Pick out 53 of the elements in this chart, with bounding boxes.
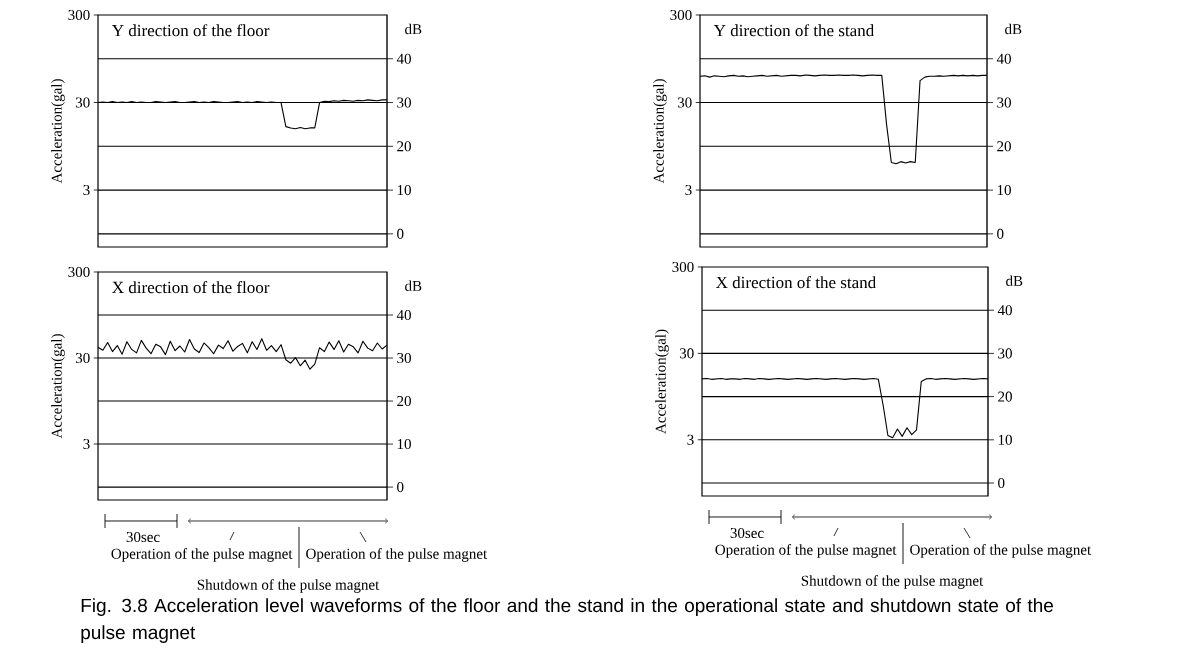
text: Operation of the pulse magnet [715,544,897,558]
y2-tick-label: 40 [396,309,411,321]
text: 30sec [730,527,764,539]
text: 30sec [126,531,160,543]
y2-tick-label: 30 [997,97,1011,108]
y-tick-label: 3 [685,184,692,196]
y2-tick-label: 0 [397,482,404,493]
y-tick-label: 30 [75,352,90,364]
y-axis-title: Acceleration(gal) [51,334,65,439]
y2-axis-title: dB [405,23,422,35]
caption: Fig. 3.8 Acceleration level waveforms of the floor and the stand in the operational state and shutdown state of the pulse magnet [81,598,1053,643]
y2-axis-title: dB [1006,275,1023,286]
text: Shutdown of the pulse magnet [197,579,380,593]
y2-tick-label: 20 [998,391,1012,402]
y-tick-label: 30 [679,348,694,359]
y-tick-label: 300 [68,9,90,21]
y2-tick-label: 10 [397,439,411,450]
y2-tick-label: 40 [997,305,1012,316]
y2-tick-label: 20 [997,141,1011,152]
y2-tick-label: 10 [397,185,411,196]
y2-tick-label: 0 [998,477,1005,489]
text: Operation of the pulse magnet [111,548,293,562]
y2-tick-label: 10 [997,185,1011,196]
y2-tick-label: 40 [396,53,411,64]
text: Shutdown of the pulse magnet [801,575,984,589]
y2-axis-title: dB [405,280,422,291]
y-tick-label: 300 [670,9,692,21]
chart-title: Y direction of the floor [111,24,270,37]
y-axis-title: Acceleration(gal) [655,329,669,434]
y-tick-label: 300 [672,261,694,273]
y2-tick-label: 30 [397,352,411,364]
chart-title: Y direction of the stand [713,24,875,37]
y-tick-label: 3 [83,438,90,450]
y2-axis-title: dB [1005,23,1022,35]
y-tick-label: 30 [677,97,692,108]
y2-tick-label: 30 [397,97,411,108]
y2-tick-label: 30 [998,348,1012,359]
chart-title: X direction of the stand [716,276,876,289]
chart-title: X direction of the floor [112,281,270,294]
y2-tick-label: 40 [996,53,1011,64]
y-tick-label: 3 [687,434,694,445]
y2-tick-label: 10 [998,434,1012,445]
y2-tick-label: 20 [397,395,411,407]
text: Operation of the pulse magnet [306,548,488,562]
y-tick-label: 3 [83,184,90,196]
y-axis-title: Acceleration(gal) [653,79,667,184]
y2-tick-label: 0 [997,228,1004,239]
text: Operation of the pulse magnet [910,544,1092,558]
y-tick-label: 30 [75,97,90,108]
y2-tick-label: 0 [397,228,404,239]
y-axis-title: Acceleration(gal) [51,79,65,184]
y2-tick-label: 20 [397,141,411,152]
y-tick-label: 300 [68,266,90,278]
